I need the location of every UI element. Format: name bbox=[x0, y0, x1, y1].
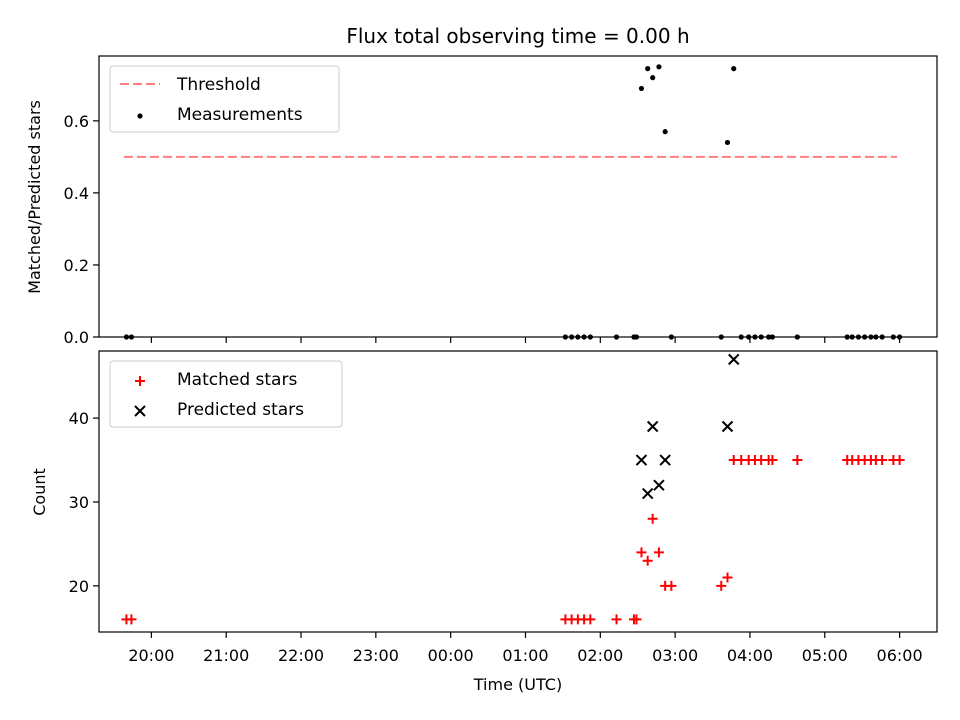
data-point bbox=[631, 614, 642, 625]
data-point bbox=[722, 572, 733, 583]
y-tick-label: 0.2 bbox=[64, 256, 89, 275]
data-point bbox=[646, 420, 659, 433]
x-tick-label: 06:00 bbox=[877, 646, 923, 665]
legend-label: Predicted stars bbox=[177, 400, 304, 420]
data-point bbox=[126, 614, 137, 625]
data-point bbox=[849, 334, 855, 340]
x-tick-label: 00:00 bbox=[428, 646, 474, 665]
data-point bbox=[653, 547, 664, 558]
data-point bbox=[718, 334, 724, 340]
data-point bbox=[635, 454, 648, 466]
data-point bbox=[123, 334, 130, 340]
x-tick-label: 20:00 bbox=[128, 646, 174, 665]
top-y-axis-label: Matched/Predicted stars bbox=[25, 100, 44, 294]
data-point bbox=[585, 614, 596, 625]
data-point bbox=[645, 66, 651, 72]
data-point bbox=[873, 334, 879, 340]
legend-label: Threshold bbox=[176, 75, 261, 95]
legend-swatch bbox=[137, 113, 143, 119]
data-point bbox=[767, 455, 778, 466]
legend-swatch bbox=[135, 376, 145, 386]
legend-box bbox=[109, 360, 343, 428]
legend-label: Matched stars bbox=[177, 370, 297, 390]
data-point bbox=[868, 334, 874, 340]
data-point bbox=[128, 334, 135, 340]
data-point bbox=[587, 334, 593, 340]
data-point bbox=[792, 455, 803, 466]
legend-box bbox=[109, 65, 340, 133]
data-point bbox=[569, 334, 575, 340]
series-predicted-stars bbox=[635, 353, 740, 500]
data-point bbox=[636, 547, 647, 558]
data-point bbox=[877, 455, 888, 466]
axes-frame bbox=[98, 350, 938, 633]
data-point bbox=[662, 129, 668, 135]
legend: Matched stars Predicted stars bbox=[109, 360, 343, 428]
chart-title: Flux total observing time = 0.00 h bbox=[346, 24, 689, 48]
data-point bbox=[721, 420, 734, 433]
x-tick-label: 04:00 bbox=[727, 646, 773, 665]
data-point bbox=[855, 334, 862, 340]
data-point bbox=[613, 334, 620, 340]
data-point bbox=[794, 334, 800, 340]
data-point bbox=[844, 334, 850, 340]
y-tick-label: 30 bbox=[69, 493, 89, 512]
data-point bbox=[638, 85, 645, 92]
y-tick-label: 40 bbox=[69, 409, 89, 428]
axes-frame bbox=[98, 55, 938, 338]
y-tick-label: 0.6 bbox=[64, 112, 89, 131]
data-point bbox=[633, 334, 640, 340]
flux-ratio-panel: 0.0 0.2 0.4 0.6 Threshold Measurements bbox=[64, 55, 938, 347]
x-tick-label: 23:00 bbox=[353, 646, 399, 665]
data-point bbox=[862, 334, 868, 340]
data-point bbox=[746, 334, 752, 340]
data-point bbox=[650, 75, 656, 81]
data-point bbox=[653, 479, 665, 491]
data-point bbox=[769, 334, 775, 340]
data-point bbox=[575, 334, 581, 340]
data-point bbox=[656, 64, 662, 70]
data-point bbox=[752, 334, 758, 340]
data-point bbox=[716, 580, 727, 591]
x-axis-label: Time (UTC) bbox=[473, 675, 562, 694]
data-point bbox=[758, 334, 764, 340]
data-point bbox=[641, 487, 654, 500]
data-point bbox=[581, 334, 587, 340]
legend-label: Measurements bbox=[177, 105, 303, 125]
data-point bbox=[666, 580, 677, 591]
x-tick-label: 03:00 bbox=[652, 646, 698, 665]
x-tick-label: 22:00 bbox=[278, 646, 324, 665]
y-tick-label: 0.4 bbox=[64, 184, 89, 203]
data-point bbox=[647, 513, 658, 524]
legend: Threshold Measurements bbox=[109, 65, 340, 133]
x-tick-label: 05:00 bbox=[802, 646, 848, 665]
bottom-y-axis-label: Count bbox=[30, 468, 49, 516]
data-point bbox=[738, 334, 744, 340]
data-point bbox=[890, 334, 896, 340]
star-count-panel: 20 30 40 20:00 21:00 22:00 23:00 00:00 01:00 02:0… bbox=[69, 350, 938, 665]
data-point bbox=[766, 334, 772, 340]
data-point bbox=[562, 334, 568, 340]
data-point bbox=[896, 334, 903, 340]
legend-swatch bbox=[134, 405, 146, 417]
data-point bbox=[894, 455, 905, 466]
series-measurements bbox=[123, 64, 903, 340]
data-point bbox=[731, 66, 737, 72]
data-point bbox=[668, 334, 674, 340]
data-point bbox=[728, 353, 740, 366]
y-tick-label: 20 bbox=[69, 577, 89, 596]
data-point bbox=[642, 555, 653, 566]
series-matched-stars bbox=[121, 455, 905, 625]
x-tick-label: 01:00 bbox=[502, 646, 548, 665]
x-tick-label: 02:00 bbox=[577, 646, 623, 665]
y-tick-label: 0.0 bbox=[64, 328, 89, 347]
data-point bbox=[879, 334, 885, 340]
data-point bbox=[611, 614, 622, 625]
data-point bbox=[724, 139, 731, 146]
data-point bbox=[659, 454, 671, 466]
x-tick-label: 21:00 bbox=[203, 646, 249, 665]
